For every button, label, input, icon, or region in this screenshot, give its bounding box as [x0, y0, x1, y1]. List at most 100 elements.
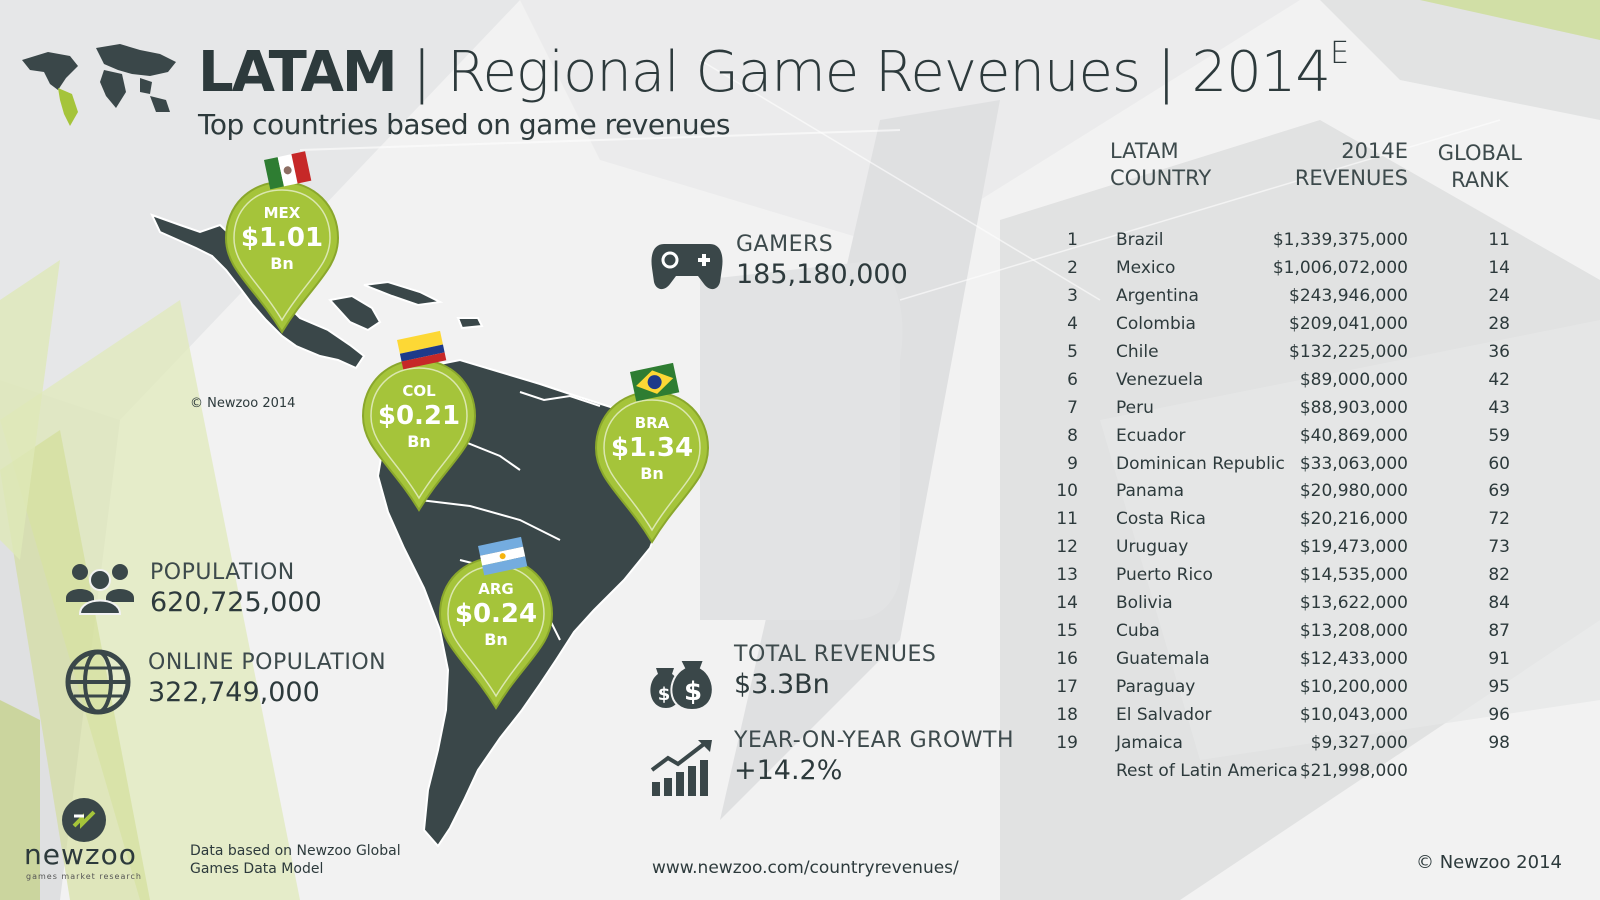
stat-online-population-value: 322,749,000: [148, 677, 320, 708]
newzoo-logo-icon: [62, 798, 106, 842]
row-rank: 12: [1056, 537, 1078, 558]
row-country: Ecuador: [1116, 425, 1186, 446]
row-global-rank: 59: [1488, 425, 1510, 446]
stat-total-revenues-label: TOTAL REVENUES: [734, 642, 937, 667]
flag-mexico-icon: [264, 151, 312, 190]
row-rank: 8: [1067, 425, 1078, 446]
stat-growth-label: YEAR-ON-YEAR GROWTH: [734, 728, 1014, 753]
stat-growth: YEAR-ON-YEAR GROWTH +14.2%: [734, 728, 1014, 786]
row-global-rank: 82: [1488, 565, 1510, 586]
row-rank: 16: [1056, 649, 1078, 670]
row-revenue: $14,535,000: [1299, 565, 1408, 586]
row-rank: 1: [1067, 230, 1078, 250]
pin-revenue-value: $1.34: [610, 433, 694, 463]
row-rank: 19: [1056, 732, 1078, 753]
pin-country-code: ARG: [478, 580, 514, 598]
pin-country-code: COL: [402, 382, 436, 400]
pin-country-code: MEX: [263, 204, 301, 222]
row-country: Puerto Rico: [1116, 565, 1213, 586]
table-row: 4 Colombia $209,041,000 28: [1048, 314, 1548, 342]
table-row: 5 Chile $132,225,000 36: [1048, 342, 1548, 370]
stat-gamers-value: 185,180,000: [736, 259, 908, 290]
flag-colombia-icon: [397, 330, 447, 370]
stat-gamers-label: GAMERS: [736, 232, 834, 257]
row-rank: 9: [1067, 453, 1078, 474]
row-rank: 4: [1067, 313, 1078, 334]
table-row: 13 Puerto Rico $14,535,000 82: [1048, 565, 1548, 593]
stat-gamers: GAMERS 185,180,000: [736, 232, 908, 290]
row-country: Bolivia: [1116, 593, 1173, 614]
stat-growth-value: +14.2%: [734, 755, 843, 786]
pin-revenue-value: $0.21: [377, 401, 461, 431]
header-global-rank: GLOBAL RANK: [1438, 140, 1522, 194]
table-row: 2 Mexico $1,006,072,000 14: [1048, 258, 1548, 286]
row-revenue: $1,339,375,000: [1272, 230, 1408, 250]
row-revenue: $89,000,000: [1299, 369, 1408, 390]
row-revenue: $243,946,000: [1289, 285, 1408, 306]
stat-total-revenues-value: $3.3Bn: [734, 669, 830, 700]
table-row: 19 Jamaica $9,327,000 98: [1048, 733, 1548, 761]
row-rank: 6: [1067, 369, 1078, 390]
row-country: Paraguay: [1116, 677, 1196, 697]
table-row: 14 Bolivia $13,622,000 84: [1048, 593, 1548, 621]
pin-country-code: BRA: [634, 414, 670, 432]
row-global-rank: 42: [1488, 369, 1510, 390]
row-country: Argentina: [1116, 285, 1199, 306]
row-country: Panama: [1116, 481, 1185, 502]
header-country: LATAM COUNTRY: [1110, 138, 1211, 192]
row-global-rank: 43: [1488, 397, 1510, 418]
row-global-rank: 87: [1488, 621, 1510, 642]
row-rank: 17: [1056, 677, 1078, 697]
svg-text:$: $: [684, 677, 702, 707]
row-rank: 13: [1056, 565, 1078, 586]
table-row: 1 Brazil $1,339,375,000 11: [1048, 230, 1548, 258]
stat-online-population-label: ONLINE POPULATION: [148, 650, 387, 675]
row-country: Venezuela: [1116, 369, 1204, 390]
pin-revenue-unit: Bn: [407, 432, 431, 451]
world-map-thumbnail: [22, 44, 176, 126]
row-rank: 3: [1067, 285, 1078, 306]
header-revenues-line1: 2014E: [1341, 139, 1408, 163]
row-global-rank: 72: [1488, 509, 1510, 530]
stat-population-value: 620,725,000: [150, 587, 322, 618]
row-revenue: $209,041,000: [1289, 313, 1408, 334]
title-region: LATAM: [198, 40, 398, 105]
row-country: Cuba: [1116, 621, 1160, 642]
row-country: Dominican Republic: [1116, 453, 1285, 474]
map-copyright: © Newzoo 2014: [190, 396, 296, 411]
row-country: Jamaica: [1116, 732, 1183, 753]
row-global-rank: 91: [1488, 649, 1510, 670]
row-country: Peru: [1116, 397, 1154, 418]
row-global-rank: 98: [1488, 732, 1510, 753]
gamepad-icon: [651, 244, 723, 290]
money-bags-icon: $ $: [650, 659, 714, 712]
header-rank-line2: RANK: [1451, 168, 1509, 192]
globe-icon: [65, 649, 131, 715]
pin-label-mex: MEX $1.01 Bn: [232, 204, 332, 273]
header-revenues: 2014E REVENUES: [1295, 138, 1408, 192]
row-revenue: $21,998,000: [1299, 760, 1408, 781]
row-revenue: $13,208,000: [1299, 621, 1408, 642]
table-row: 8 Ecuador $40,869,000 59: [1048, 426, 1548, 454]
row-revenue: $88,903,000: [1299, 397, 1408, 418]
table-body: 1 Brazil $1,339,375,000 11 2 Mexico $1,006,072…: [1048, 230, 1548, 789]
pin-revenue-value: $1.01: [240, 223, 324, 253]
row-global-rank: 95: [1488, 677, 1510, 697]
row-revenue: $12,433,000: [1299, 649, 1408, 670]
table-row: Rest of Latin America $21,998,000: [1048, 761, 1548, 789]
row-rank: 7: [1067, 397, 1078, 418]
row-country: Chile: [1116, 341, 1159, 362]
source-url-link[interactable]: www.newzoo.com/countryrevenues/: [652, 858, 959, 878]
row-country: El Salvador: [1116, 704, 1212, 725]
row-country: Guatemala: [1116, 649, 1210, 670]
row-rank: 11: [1056, 509, 1078, 530]
footer-copyright: © Newzoo 2014: [1416, 852, 1562, 873]
row-country: Brazil: [1116, 230, 1164, 250]
row-revenue: $20,216,000: [1299, 509, 1408, 530]
pin-label-arg: ARG $0.24 Bn: [446, 580, 546, 649]
revenue-table: LATAM COUNTRY 2014E REVENUES GLOBAL RANK…: [1048, 138, 1548, 789]
row-rank: 2: [1067, 257, 1078, 278]
row-global-rank: 11: [1488, 230, 1510, 250]
row-revenue: $13,622,000: [1299, 593, 1408, 614]
